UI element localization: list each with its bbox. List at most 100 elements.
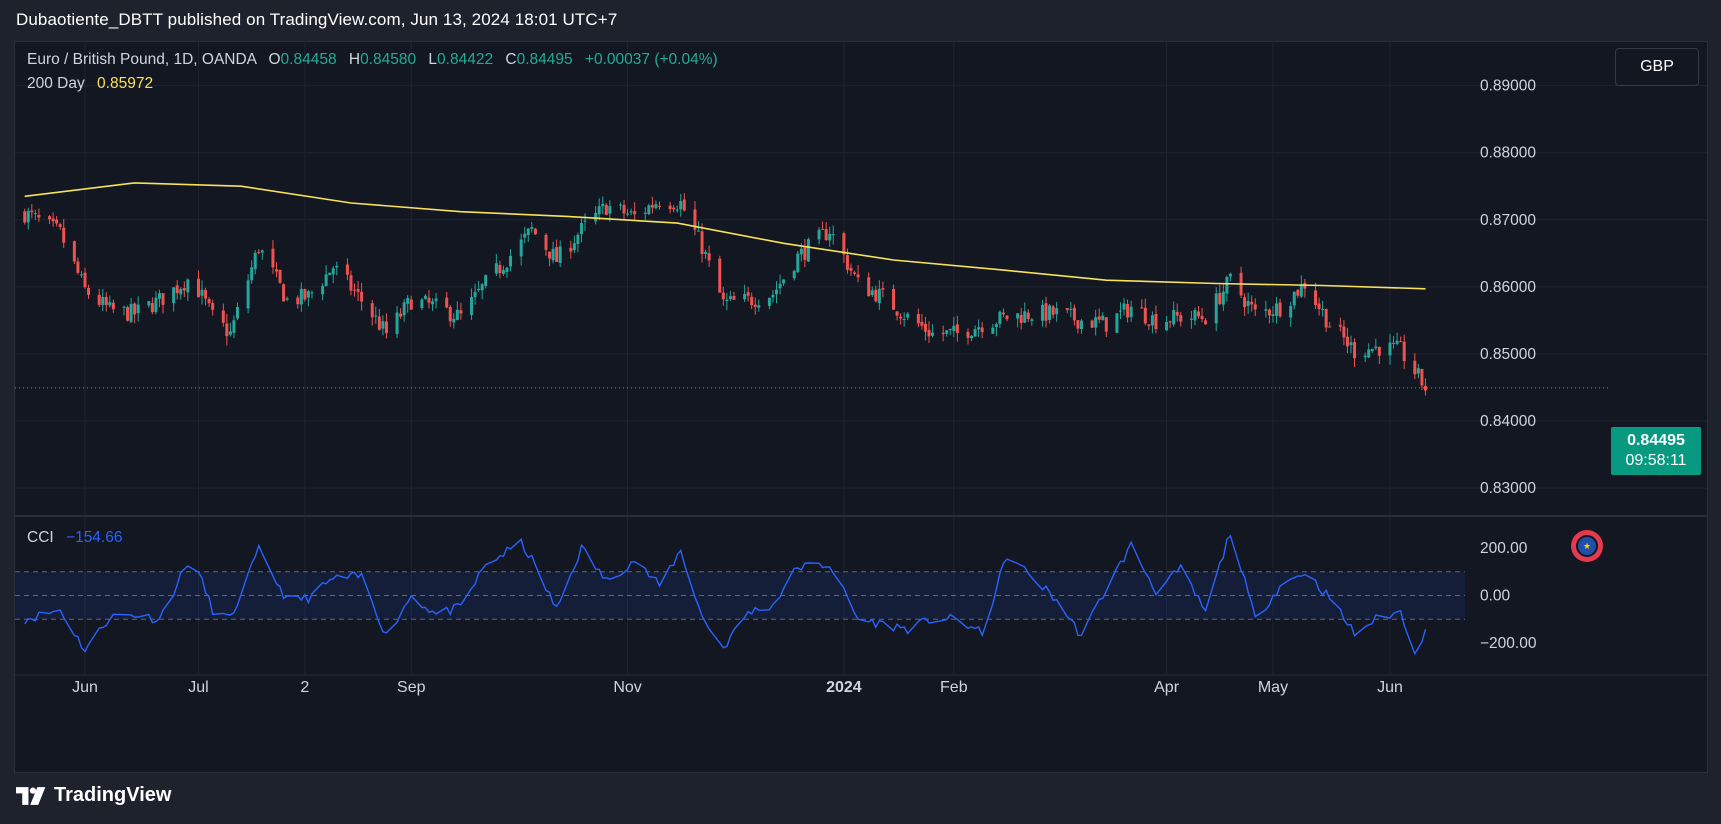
candle-body [62, 227, 66, 243]
cci-legend: CCI −154.66 [27, 529, 122, 547]
candle-body [505, 267, 509, 272]
candle-body [845, 255, 849, 270]
candle-body [1264, 309, 1268, 311]
ma-legend: 200 Day 0.85972 [27, 75, 153, 93]
candle-body [1317, 303, 1321, 309]
candle-body [1204, 320, 1208, 325]
candle-body [594, 212, 598, 222]
candle-body [296, 297, 300, 305]
candle-body [51, 218, 55, 222]
candle-body [232, 320, 236, 333]
candle-body [1051, 306, 1055, 315]
candle-body [931, 332, 935, 336]
candle-body [1040, 304, 1044, 321]
candle-body [133, 303, 137, 315]
candle-body [175, 285, 179, 294]
candle-body [207, 299, 211, 304]
candle-body [328, 272, 332, 276]
candle-body [179, 289, 183, 295]
candle-body [324, 274, 328, 286]
candle-body [1069, 308, 1073, 310]
cci-label[interactable]: CCI [27, 529, 54, 546]
candle-body [477, 288, 481, 291]
ma-label[interactable]: 200 Day [27, 75, 85, 92]
candle-body [306, 291, 310, 298]
candle-body [867, 277, 871, 297]
candle-body [657, 205, 661, 207]
candle-body [1118, 310, 1122, 312]
candle-body [97, 294, 101, 305]
candle-body [1179, 315, 1183, 322]
candle-body [1001, 312, 1005, 315]
candle-body [824, 229, 828, 241]
close-label: C [505, 51, 517, 68]
candle-body [33, 213, 37, 215]
candle-body [448, 307, 452, 322]
candle-body [299, 288, 303, 305]
candle-body [76, 261, 80, 273]
candle-body [675, 209, 679, 211]
symbol-title[interactable]: Euro / British Pound, 1D, OANDA [27, 51, 257, 68]
candle-body [707, 253, 711, 261]
candle-body [509, 255, 513, 267]
cci-axis-label: 0.00 [1480, 588, 1511, 605]
candle-body [1328, 326, 1332, 328]
candle-body [895, 311, 899, 316]
candle-body [1154, 313, 1158, 330]
candle-body [186, 279, 190, 293]
chart-frame[interactable]: 0.89000 0.88000 0.87000 0.86000 0.85000 0.840… [14, 41, 1708, 773]
candle-body [101, 296, 105, 306]
candle-body [548, 251, 552, 259]
chart-canvas[interactable]: 0.89000 0.88000 0.87000 0.86000 0.85000 0.840… [15, 42, 1707, 772]
candle-body [767, 297, 771, 307]
candle-body [1420, 368, 1424, 386]
candle-body [1168, 321, 1172, 323]
candle-body [409, 299, 413, 310]
eu-flag-icon[interactable]: ★ [1571, 530, 1603, 562]
bar-countdown: 09:58:11 [1625, 452, 1687, 469]
candle-body [23, 211, 27, 223]
candle-body [235, 306, 239, 319]
candle-body [778, 283, 782, 289]
candle-body [1218, 292, 1222, 305]
candle-body [994, 324, 998, 328]
candle-body [955, 324, 959, 333]
candle-body [1271, 314, 1275, 316]
candle-body [672, 207, 676, 210]
candle-body [1377, 346, 1381, 356]
candle-body [122, 306, 126, 308]
candle-body [1048, 305, 1052, 320]
candle-body [569, 247, 573, 252]
cci-axis-label: −200.00 [1480, 635, 1537, 652]
candle-body [980, 327, 984, 333]
candle-body [874, 289, 878, 302]
candle-body [455, 309, 459, 320]
low-label: L [428, 51, 438, 68]
tradingview-logo[interactable]: TradingView [16, 784, 171, 807]
candle-body [395, 312, 399, 335]
candle-body [1243, 297, 1247, 308]
currency-button[interactable]: GBP [1615, 48, 1699, 86]
candle-body [1122, 303, 1126, 310]
candle-body [831, 234, 835, 236]
candle-body [1147, 324, 1151, 326]
candle-body [725, 299, 729, 302]
candle-body [250, 267, 254, 281]
candle-body [172, 287, 176, 304]
time-axis-label: Feb [940, 679, 968, 696]
candle-body [303, 289, 307, 300]
candle-body [1275, 303, 1279, 316]
candle-body [991, 327, 995, 334]
candle-body [746, 292, 750, 296]
candle-body [519, 239, 523, 257]
candle-body [927, 329, 931, 337]
candle-body [331, 268, 335, 275]
time-axis-label: Nov [613, 679, 641, 696]
candle-body [72, 241, 76, 262]
candle-body [37, 214, 41, 218]
candle-body [544, 234, 548, 250]
candle-body [1044, 303, 1048, 321]
candle-body [700, 231, 704, 255]
candle-body [750, 296, 754, 306]
candle-body [200, 289, 204, 296]
